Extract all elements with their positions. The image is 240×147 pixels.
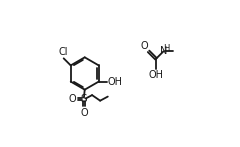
Text: O: O	[80, 108, 88, 118]
Text: OH: OH	[108, 77, 123, 87]
Text: Cl: Cl	[58, 47, 68, 57]
Text: O: O	[68, 94, 76, 104]
Text: N: N	[160, 46, 167, 56]
Text: H: H	[163, 44, 169, 53]
Text: O: O	[140, 41, 148, 51]
Text: OH: OH	[149, 70, 163, 80]
Text: S: S	[81, 94, 87, 104]
